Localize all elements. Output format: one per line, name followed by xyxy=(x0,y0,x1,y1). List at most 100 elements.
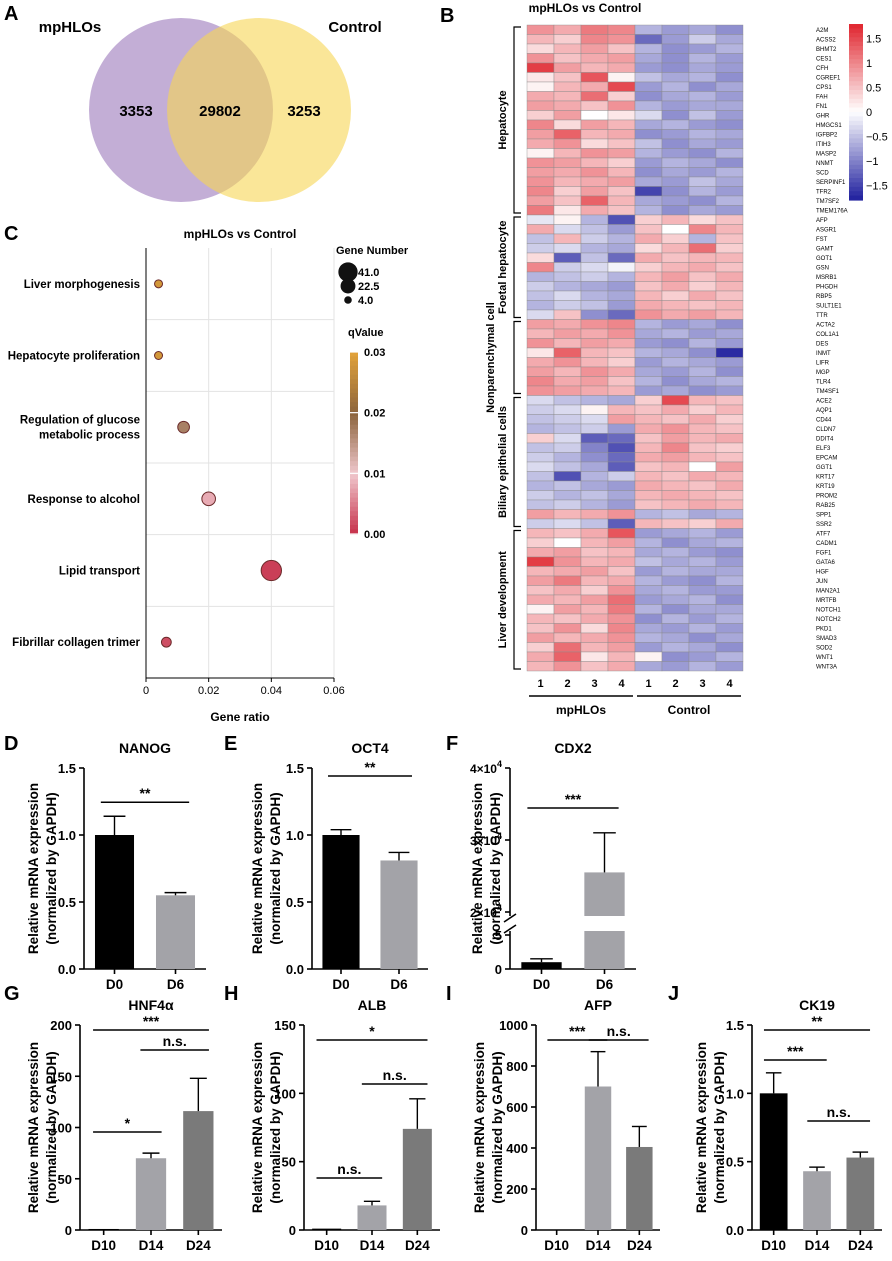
heatmap-cell xyxy=(553,157,582,168)
heatmap-cell xyxy=(553,537,582,548)
colorbar-segment xyxy=(849,134,863,139)
heatmap-cell xyxy=(526,319,555,330)
heatmap-cell xyxy=(526,395,555,406)
venn-count-control-only: 3253 xyxy=(287,103,320,120)
heatmap-cell xyxy=(634,24,663,35)
colorbar-tick-label: −1.5 xyxy=(866,180,888,192)
venn-label-mphlos: mpHLOs xyxy=(39,19,102,36)
bar-chart-oct4: OCT4 Relative mRNA expression (normalized … xyxy=(250,740,428,992)
venn-count-intersection: 29802 xyxy=(199,103,241,120)
colorbar-segment xyxy=(849,147,863,153)
colorbar-tick-label: −0.5 xyxy=(866,131,888,143)
y-tick-label: 1000 xyxy=(499,1018,528,1033)
heatmap-cell xyxy=(688,499,717,510)
colorbar-segment xyxy=(849,59,863,65)
heatmap-cell xyxy=(526,138,555,149)
heatmap-cell xyxy=(661,62,690,73)
x-tick-label: D14 xyxy=(586,1238,611,1253)
heatmap-cell xyxy=(553,243,582,254)
category-label: Liver morphogenesis xyxy=(24,279,140,291)
colorbar-segment xyxy=(849,90,863,95)
heatmap-cell xyxy=(715,499,744,510)
y-tick-label: 4×104 xyxy=(470,759,502,776)
heatmap-cell xyxy=(580,138,609,149)
heatmap-cell xyxy=(661,271,690,282)
bubble-point xyxy=(154,279,164,289)
heatmap-cell xyxy=(634,433,663,444)
heatmap-cell xyxy=(634,214,663,225)
colorbar-segment xyxy=(849,142,863,148)
colorbar-segment xyxy=(849,28,863,34)
heatmap-cell xyxy=(580,357,609,368)
significance-label: * xyxy=(369,1023,375,1039)
colorbar-tick-label: 0 xyxy=(866,107,872,119)
heatmap-cell xyxy=(661,556,690,567)
row-group-bracket xyxy=(513,320,521,395)
y-tick-label: 0 xyxy=(65,1223,72,1238)
heatmap-cell xyxy=(607,157,636,168)
bubble-point xyxy=(177,420,190,434)
heatmap-cell xyxy=(715,585,744,596)
heatmap-cell xyxy=(580,433,609,444)
heatmap-cell xyxy=(580,518,609,529)
bar-chart-hnf4a: HNF4α Relative mRNA expression (normalized… xyxy=(26,997,222,1253)
panel-label-i: I xyxy=(446,983,452,1005)
heatmap-cell xyxy=(661,214,690,225)
heatmap-cell xyxy=(607,404,636,415)
heatmap-cell xyxy=(553,461,582,472)
bubble-plot-area: 0 0.02 0.04 0.06 Liver morphogenesis Hepatocy… xyxy=(8,248,345,697)
heatmap-cell xyxy=(580,376,609,387)
heatmap-cell xyxy=(715,632,744,643)
heatmap-cell xyxy=(580,24,609,35)
bar-chart-nanog: NANOG Relative mRNA expression (normalized… xyxy=(26,740,206,992)
y-tick-label: 1.5 xyxy=(58,761,76,776)
heatmap-cell xyxy=(553,62,582,73)
heatmap-cell xyxy=(526,461,555,472)
heatmap-cell xyxy=(688,357,717,368)
gene-label: INMT xyxy=(816,351,831,357)
heatmap-cell xyxy=(607,661,636,672)
x-tick-label: D14 xyxy=(360,1238,385,1253)
gene-label: IGFBP2 xyxy=(816,133,838,139)
heatmap-cell xyxy=(715,167,744,178)
category-label: metabolic process xyxy=(39,430,140,442)
gene-label: NNMT xyxy=(816,161,834,167)
heatmap-cell xyxy=(688,252,717,263)
x-tick-label: D14 xyxy=(805,1238,830,1253)
heatmap-cell xyxy=(526,442,555,453)
qvalue-gradient-segment xyxy=(350,502,358,508)
heatmap-cell xyxy=(661,537,690,548)
heatmap-cell xyxy=(526,404,555,415)
heatmap-cell xyxy=(526,157,555,168)
gene-label: ACTA2 xyxy=(816,323,836,329)
y-tick-label: 400 xyxy=(506,1141,528,1156)
y-tick-label: 150 xyxy=(50,1069,72,1084)
venn-label-control: Control xyxy=(328,19,381,36)
qvalue-gradient-segment xyxy=(350,474,358,480)
colorbar-segment xyxy=(849,160,863,166)
heatmap-cell xyxy=(580,442,609,453)
heatmap-cell xyxy=(553,395,582,406)
colorbar-segment xyxy=(849,129,863,135)
category-label: Response to alcohol xyxy=(28,494,140,506)
heatmap-cell xyxy=(715,376,744,387)
heatmap-cell xyxy=(607,328,636,339)
heatmap-cell xyxy=(526,224,555,235)
heatmap-cell xyxy=(661,651,690,662)
heatmap-cell xyxy=(688,613,717,624)
heatmap-cell xyxy=(553,91,582,102)
heatmap-cell xyxy=(580,509,609,520)
heatmap-cell xyxy=(715,186,744,197)
heatmap-cell xyxy=(526,205,555,216)
heatmap-cell xyxy=(607,338,636,349)
heatmap-cell xyxy=(634,290,663,301)
x-tick-label: D0 xyxy=(533,977,550,992)
heatmap-cell xyxy=(526,328,555,339)
heatmap-cell xyxy=(715,433,744,444)
y-tick-label: 5 xyxy=(495,928,502,943)
qvalue-gradient-segment xyxy=(350,411,358,417)
row-group-label: Nonparenchymal cell xyxy=(485,302,497,413)
qvalue-gradient-segment xyxy=(350,429,358,435)
heatmap-cell xyxy=(715,651,744,662)
heatmap-cell xyxy=(607,119,636,130)
